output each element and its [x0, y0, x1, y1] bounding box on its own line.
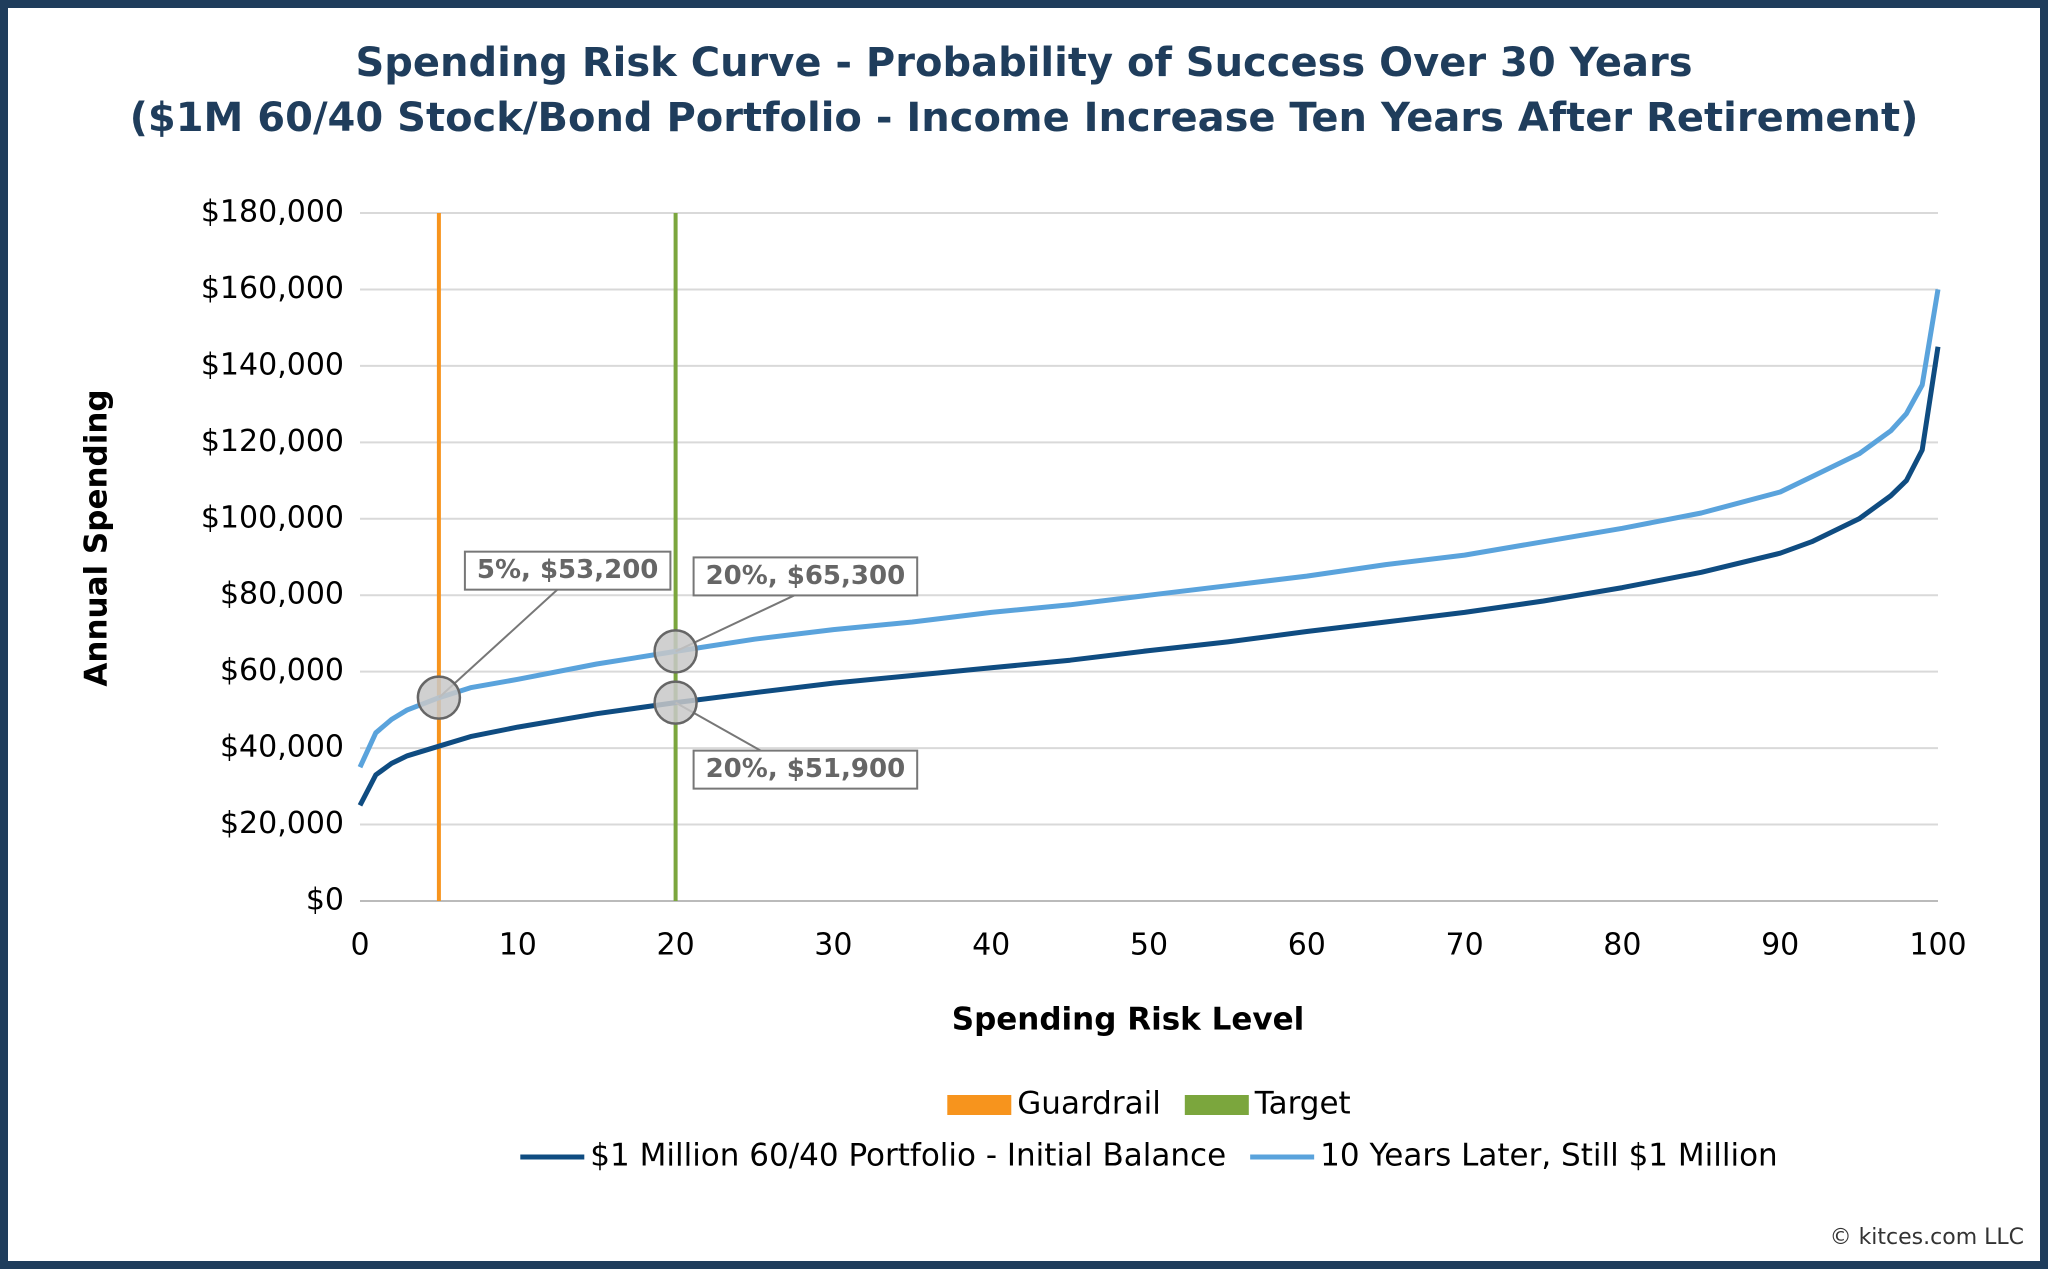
legend-label: $1 Million 60/40 Portfolio - Initial Bal…: [590, 1138, 1226, 1174]
source: © kitces.com LLC: [1830, 1225, 2024, 1250]
annotation-box: [463, 550, 672, 591]
x-tick-label: 0: [350, 928, 369, 963]
x-tick-label: 20: [657, 928, 695, 963]
annotation-label: 20%, $65,300: [706, 561, 906, 591]
annotation-leader: [438, 588, 559, 699]
y-tick-label: $80,000: [220, 577, 344, 612]
x-tick-label: 70: [1446, 928, 1484, 963]
annotation-box: [692, 749, 919, 790]
x-tick-label: 60: [1288, 928, 1326, 963]
y-tick-label: $0: [306, 883, 344, 918]
annotation-label: 5%, $53,200: [477, 555, 659, 585]
y-tick-label: $160,000: [201, 271, 344, 306]
y-tick-label: $40,000: [220, 730, 344, 765]
y-tick-label: $100,000: [201, 500, 344, 535]
legend-swatch: [947, 1095, 1012, 1115]
legend-row: $1 Million 60/40 Portfolio - Initial Bal…: [520, 1138, 1778, 1174]
y-tick-label: $140,000: [201, 347, 344, 382]
legend-row: Guardrail Target: [947, 1086, 1351, 1122]
x-tick-label: 80: [1603, 928, 1641, 963]
chart-subtitle: ($1M 60/40 Stock/Bond Portfolio - Income…: [130, 95, 1919, 141]
annotation: 5%, $53,200: [463, 550, 672, 591]
x-tick-label: 40: [972, 928, 1010, 963]
legend-swatch: [1184, 1095, 1249, 1115]
x-tick-label: 50: [1130, 928, 1168, 963]
annotation: 20%, $65,300: [692, 556, 919, 597]
series-line: [357, 346, 1941, 807]
x-tick-label: 30: [814, 928, 852, 963]
annotation-marker: [653, 629, 698, 674]
y-tick-label: $60,000: [220, 653, 344, 688]
y-tick-label: $20,000: [220, 806, 344, 841]
annotation: 20%, $51,900: [692, 749, 919, 790]
y-tick-label: $180,000: [201, 195, 344, 230]
x-axis-label: Spending Risk Level: [952, 1002, 1304, 1038]
annotation-marker: [653, 680, 698, 725]
annotation-marker: [416, 675, 462, 720]
annotation-label: 20%, $51,900: [706, 754, 906, 784]
x-tick-label: 100: [1909, 928, 1966, 963]
y-tick-label: $120,000: [201, 424, 344, 459]
legend-label: Guardrail: [1017, 1086, 1161, 1122]
legend-label: Target: [1254, 1086, 1351, 1122]
chart-title: Spending Risk Curve - Probability of Suc…: [355, 40, 1692, 86]
x-tick-label: 90: [1761, 928, 1799, 963]
x-tick-label: 10: [499, 928, 537, 963]
annotation-box: [692, 556, 919, 597]
legend-label: 10 Years Later, Still $1 Million: [1320, 1138, 1778, 1174]
y-axis-label: Annual Spending: [79, 389, 115, 686]
